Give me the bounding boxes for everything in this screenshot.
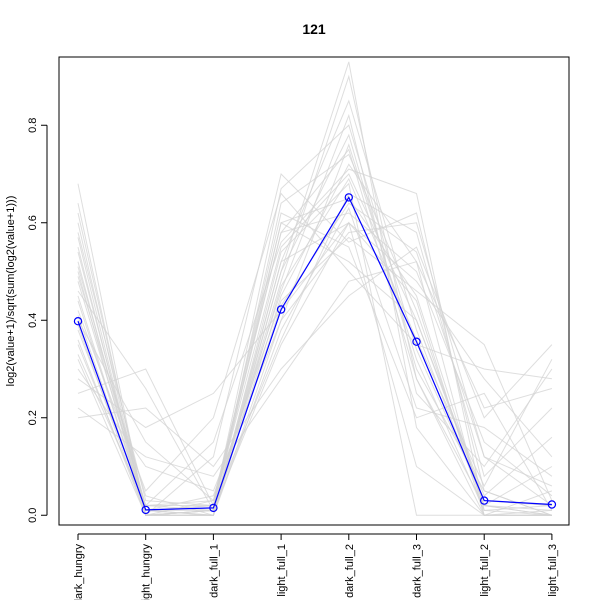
x-tick-label: light_hungry (141, 544, 153, 600)
y-tick-label: 0.2 (27, 410, 39, 425)
plot-frame (58, 56, 570, 526)
highlight-series-point (209, 503, 218, 513)
background-series-line (77, 246, 553, 468)
x-tick-label: dark_full_2 (344, 544, 356, 598)
background-series-line (77, 222, 553, 458)
y-tick-label: 0.0 (27, 508, 39, 523)
highlight-series-point (141, 505, 150, 515)
x-tick-label: light_full_3 (547, 544, 559, 597)
x-tick-label: light_full_1 (276, 544, 288, 597)
background-series-line (77, 192, 553, 507)
highlight-series-group (73, 193, 557, 515)
x-axis: dark_hungry light_hungry dark_full_1 light_… (73, 533, 559, 600)
background-series-line (77, 148, 552, 516)
background-series-line (77, 212, 553, 511)
x-tick-label: dark_full_3 (412, 544, 424, 598)
background-series-line (77, 203, 553, 516)
background-series-line (77, 222, 553, 506)
y-axis: 0.0 0.2 0.4 0.6 0.8 (27, 118, 48, 523)
y-tick-label: 0.8 (27, 118, 39, 133)
x-tick-label: dark_hungry (73, 544, 85, 600)
y-tick-label: 0.6 (27, 215, 39, 230)
background-series-line (77, 173, 553, 517)
background-series-line (77, 99, 552, 516)
highlight-series-point (276, 305, 286, 314)
background-series-line (77, 124, 552, 511)
highlight-series-point (344, 193, 353, 202)
chart-title: 121 (302, 21, 326, 37)
background-series-line (77, 261, 553, 477)
background-series-line (77, 177, 553, 516)
background-series-line (77, 197, 553, 507)
background-series-line (77, 74, 552, 516)
highlight-series-line (77, 196, 552, 511)
background-series-line (77, 168, 552, 516)
highlight-series-point (412, 337, 421, 346)
background-series-line (77, 212, 553, 506)
x-tick-label: light_full_2 (479, 544, 491, 597)
y-axis-label: log2(value+1)/sqrt(sum(log2(value+1))) (5, 196, 17, 387)
y-tick-label: 0.4 (27, 313, 39, 328)
background-series-group (77, 61, 553, 517)
background-series-line (77, 222, 552, 516)
highlight-series-point (73, 317, 83, 326)
highlight-series-point (547, 500, 557, 509)
background-series-line (77, 113, 553, 502)
highlight-series-point (480, 496, 489, 505)
x-tick-label: dark_full_1 (208, 544, 220, 598)
